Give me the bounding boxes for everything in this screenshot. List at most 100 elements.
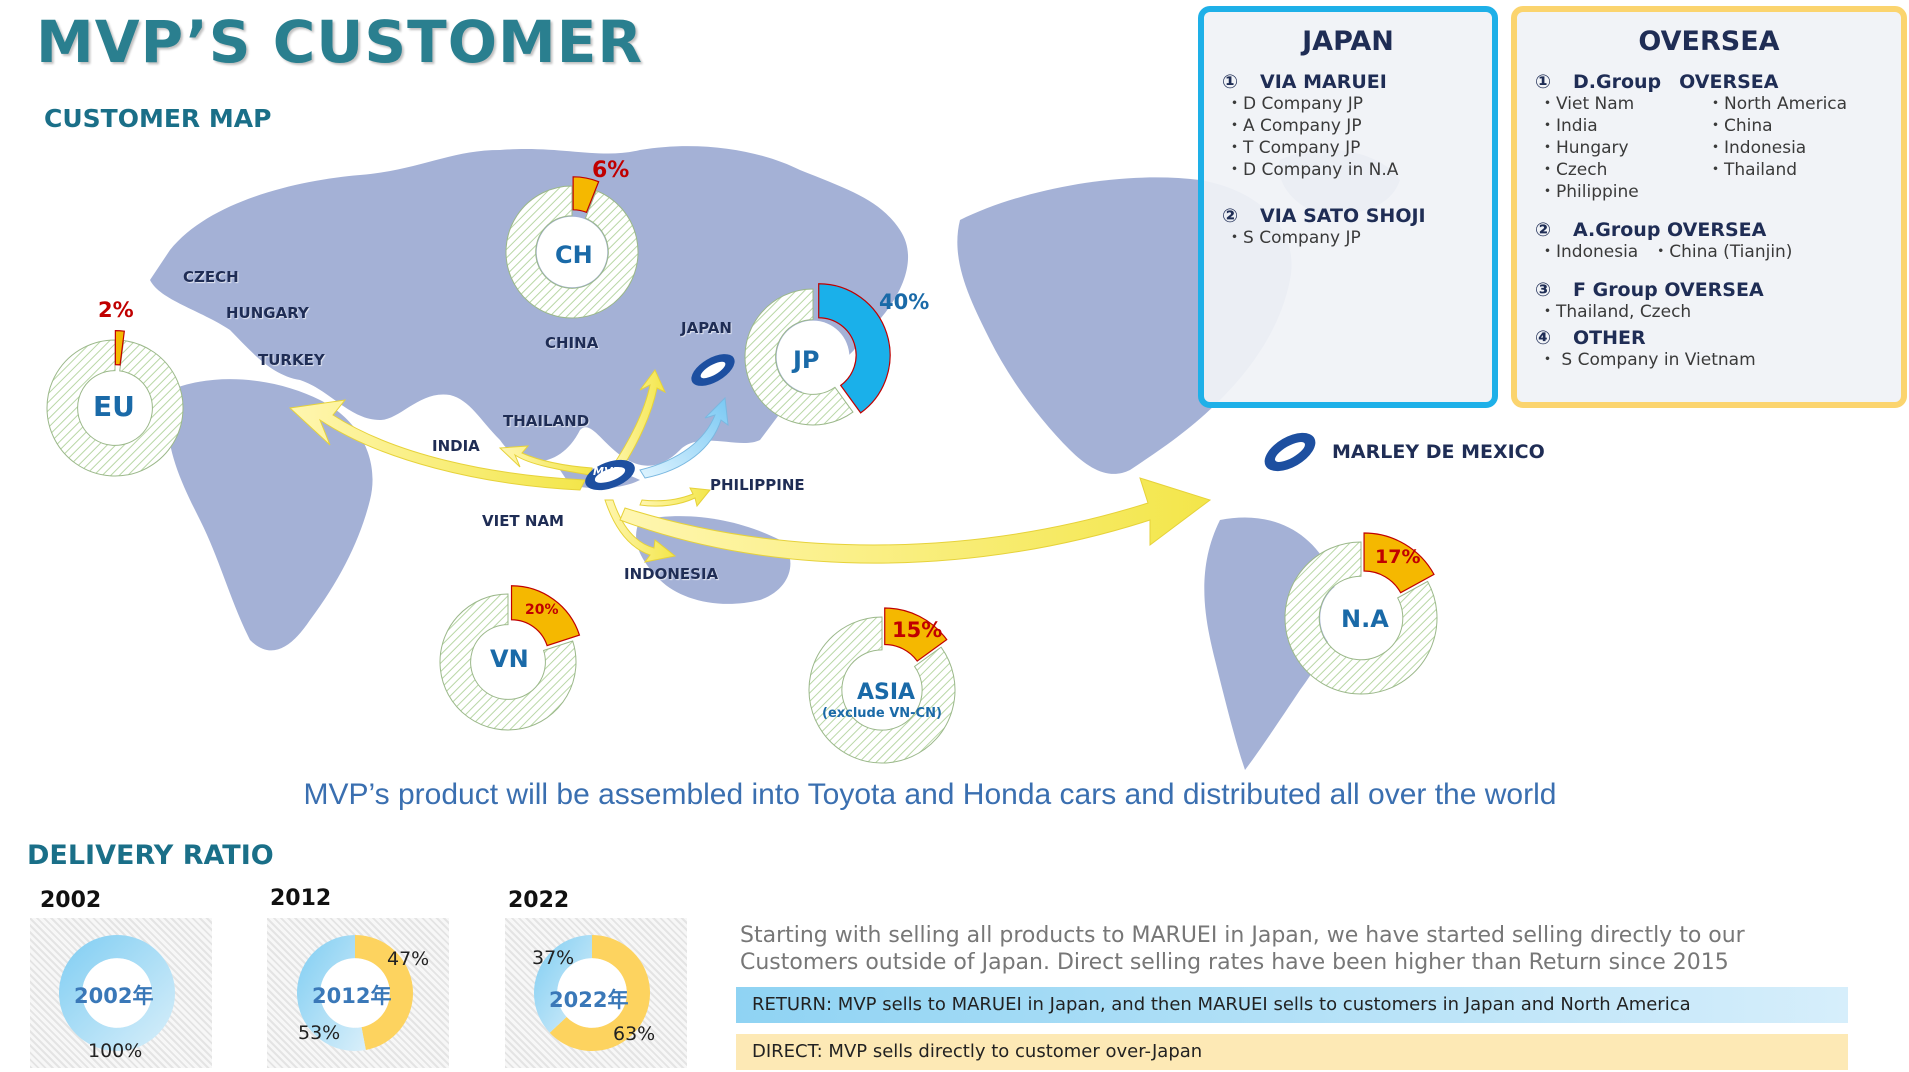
ratio-donut-center bbox=[557, 958, 627, 1028]
year-label-2012: 2012 bbox=[270, 886, 332, 911]
d-group-item: ・Czech bbox=[1539, 160, 1608, 180]
vn-label: VN bbox=[490, 645, 529, 673]
donut-remainder-segment bbox=[744, 288, 854, 426]
tagline: MVP’s product will be assembled into Toy… bbox=[303, 778, 1557, 811]
donut-center bbox=[776, 320, 850, 394]
page-title: MVP’S CUSTOMER bbox=[36, 8, 644, 76]
vn-share: 20% bbox=[525, 602, 559, 618]
d-group-item: ・Hungary bbox=[1539, 138, 1629, 158]
map-label-china: CHINA bbox=[545, 334, 599, 352]
ratio-donut-center bbox=[82, 958, 152, 1028]
center-label-2002: 2002年 bbox=[74, 984, 154, 1008]
donut-remainder-segment bbox=[1284, 541, 1438, 695]
d-group-item: ・Philippine bbox=[1539, 182, 1639, 202]
donut-remainder-segment bbox=[505, 185, 639, 319]
donut-center bbox=[536, 216, 608, 288]
map-label-czech: CZECH bbox=[183, 268, 239, 286]
map-label-thailand: THAILAND bbox=[503, 412, 590, 430]
year-label-2022: 2022 bbox=[508, 888, 570, 913]
return-pct-2002: 100% bbox=[88, 1040, 143, 1062]
ratio-donut-2012 bbox=[296, 935, 413, 1052]
map-label-marley-de-mexico: MARLEY DE MEXICO bbox=[1332, 441, 1545, 463]
delivery-description: Starting with selling all products to MA… bbox=[740, 923, 1745, 975]
direct-segment bbox=[549, 935, 650, 1051]
d-group-item: ・China bbox=[1707, 116, 1773, 136]
asia-sub-label: (exclude VN-CN) bbox=[822, 706, 942, 721]
jp-label: JP bbox=[793, 346, 820, 374]
map-label-turkey: TURKEY bbox=[258, 351, 325, 369]
donut-share-segment bbox=[510, 585, 581, 647]
donut-vn bbox=[439, 585, 581, 731]
japan-section-sato-title: ② VIA SATO SHOJI bbox=[1222, 205, 1426, 227]
legend-direct: DIRECT: MVP sells directly to customer o… bbox=[736, 1034, 1848, 1070]
asia-label: ASIA bbox=[857, 680, 916, 705]
return-segment bbox=[534, 935, 592, 1033]
d-group-item: ・Thailand bbox=[1707, 160, 1798, 180]
d-group-item: ・India bbox=[1539, 116, 1598, 136]
direct-segment bbox=[355, 935, 413, 1050]
ch-label: CH bbox=[555, 241, 593, 269]
donut-share-segment bbox=[1363, 532, 1435, 594]
f-group-item: ・Thailand, Czech bbox=[1539, 302, 1692, 322]
oversea-d-group-title: ① D.Group OVERSEA bbox=[1535, 71, 1779, 93]
return-pct-2022: 37% bbox=[532, 947, 575, 969]
japan-maruei-item: ・T Company JP bbox=[1226, 138, 1361, 158]
donut-center bbox=[471, 625, 545, 699]
jp-share: 40% bbox=[879, 290, 930, 314]
donut-remainder-segment bbox=[439, 593, 577, 731]
oversea-customer-box: OVERSEA ① D.Group OVERSEA ・Viet Nam ・India… bbox=[1511, 6, 1907, 408]
asia-share: 15% bbox=[892, 618, 943, 642]
oversea-other-title: ④ OTHER bbox=[1535, 327, 1646, 349]
donut-center bbox=[842, 650, 922, 730]
mexico-logo-icon bbox=[1264, 432, 1316, 472]
arrow-to-japan bbox=[639, 396, 729, 479]
donut-share-segment bbox=[884, 607, 948, 662]
legend-return: RETURN: MVP sells to MARUEI in Japan, an… bbox=[736, 987, 1848, 1023]
ratio-donut-2022 bbox=[534, 935, 650, 1051]
map-label-indonesia: INDONESIA bbox=[624, 565, 719, 583]
d-group-item: ・North America bbox=[1707, 94, 1848, 114]
japan-section-maruei-title: ① VIA MARUEI bbox=[1222, 71, 1387, 93]
delivery-ratio-title: DELIVERY RATIO bbox=[27, 840, 274, 871]
japan-logo-icon bbox=[691, 354, 735, 386]
ratio-donut-center bbox=[320, 958, 390, 1028]
donut-asia bbox=[808, 607, 956, 764]
donut-eu bbox=[46, 330, 184, 477]
return-segment bbox=[58, 935, 175, 1051]
donut-center bbox=[1320, 577, 1402, 659]
customer-map-title: CUSTOMER MAP bbox=[44, 104, 272, 133]
direct-pct-2022: 63% bbox=[613, 1023, 656, 1045]
shipping-arrows bbox=[288, 369, 1212, 564]
japan-maruei-item: ・A Company JP bbox=[1226, 116, 1362, 136]
donut-jp bbox=[744, 283, 891, 426]
year-label-2002: 2002 bbox=[40, 888, 102, 913]
donut-share-segment bbox=[114, 330, 125, 366]
oversea-box-heading: OVERSEA bbox=[1638, 26, 1780, 57]
donut-ch bbox=[505, 176, 639, 319]
na-share: 17% bbox=[1375, 546, 1421, 568]
map-label-india: INDIA bbox=[432, 437, 480, 455]
japan-maruei-item: ・D Company in N.A bbox=[1226, 160, 1399, 180]
oversea-a-group-title: ② A.Group OVERSEA bbox=[1535, 219, 1767, 241]
japan-sato-item: ・S Company JP bbox=[1226, 228, 1361, 248]
center-label-2022: 2022年 bbox=[549, 988, 629, 1012]
d-group-item: ・Viet Nam bbox=[1539, 94, 1635, 114]
ch-share: 6% bbox=[592, 158, 630, 183]
japan-maruei-item: ・D Company JP bbox=[1226, 94, 1364, 114]
map-label-philippine: PHILIPPINE bbox=[710, 476, 805, 494]
d-group-item: ・Indonesia bbox=[1707, 138, 1807, 158]
donut-na bbox=[1284, 532, 1438, 695]
map-label-vietnam: VIET NAM bbox=[482, 512, 564, 530]
map-label-hungary: HUNGARY bbox=[226, 304, 309, 322]
donut-center bbox=[78, 371, 152, 445]
japan-box-heading: JAPAN bbox=[1302, 26, 1394, 57]
eu-label: EU bbox=[93, 390, 135, 423]
return-segment bbox=[296, 935, 366, 1052]
japan-customer-box: JAPAN ① VIA MARUEI ・D Company JP ・A Compa… bbox=[1198, 6, 1498, 408]
map-label-japan: JAPAN bbox=[681, 319, 732, 337]
mvp-logo-text: MVP bbox=[593, 465, 621, 478]
a-group-items: ・Indonesia ・China (Tianjin) bbox=[1539, 242, 1793, 262]
